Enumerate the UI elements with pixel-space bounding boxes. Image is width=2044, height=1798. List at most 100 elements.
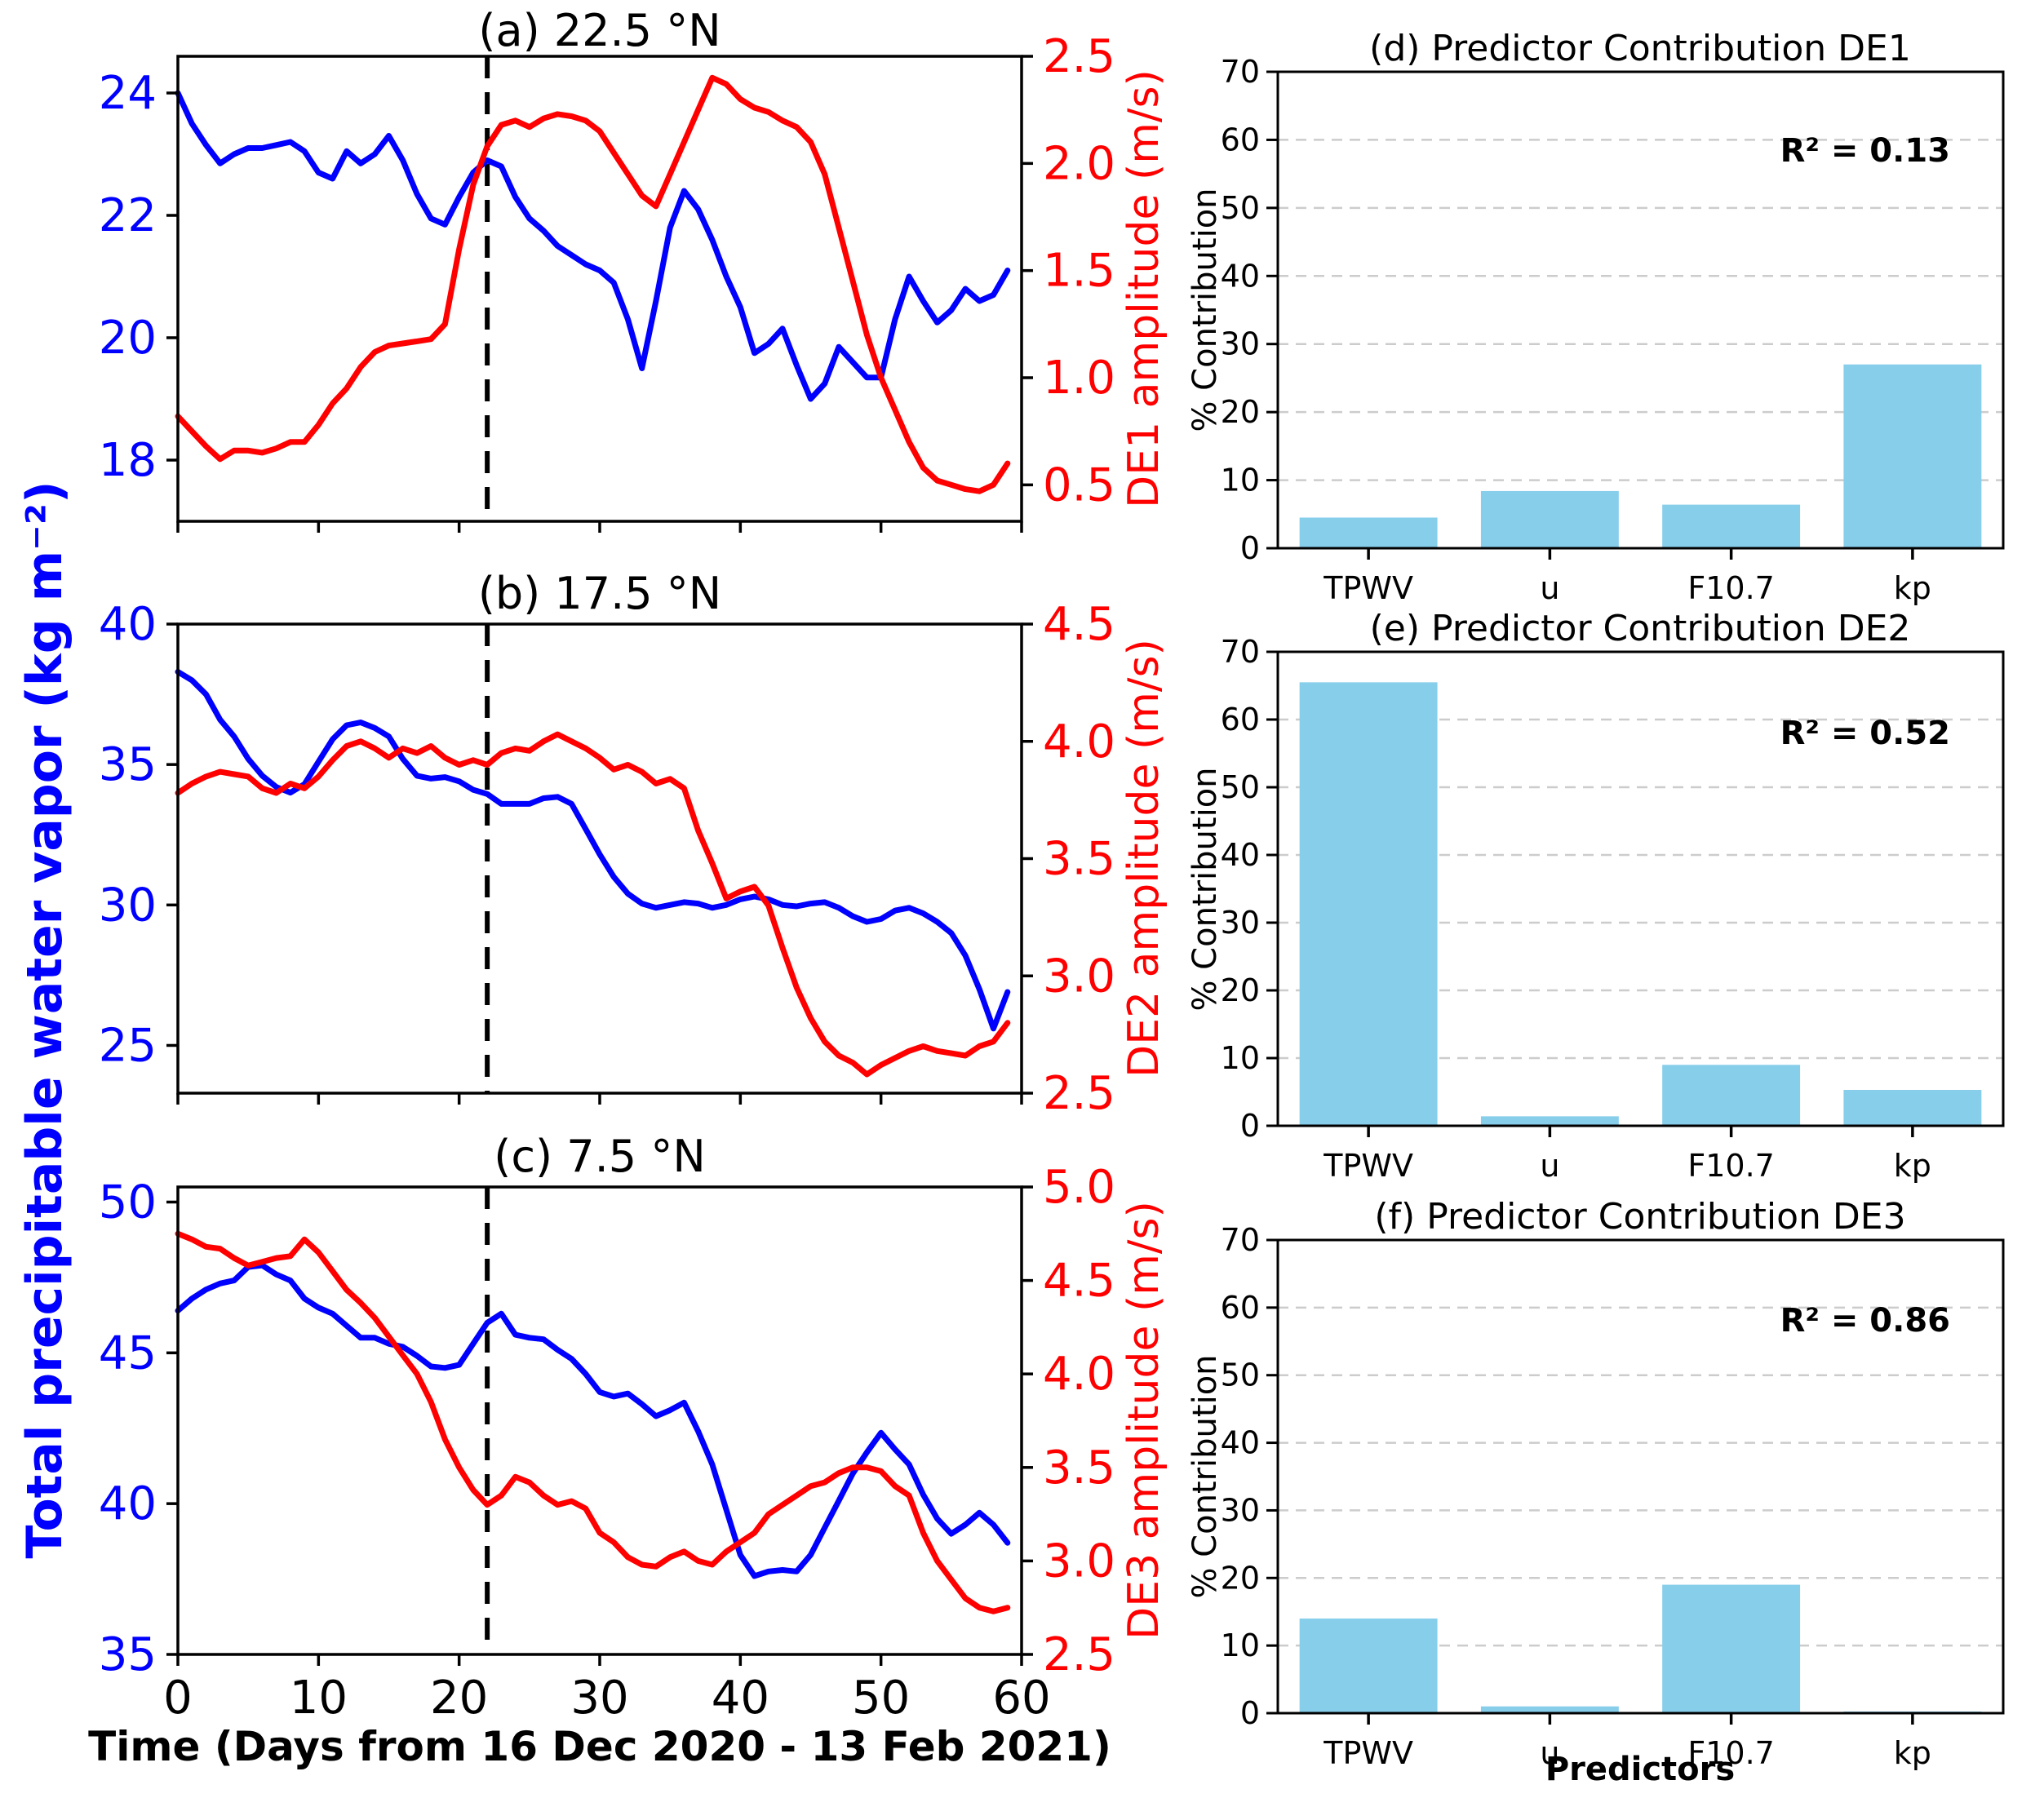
x-tick-label-c: 30 [570,1672,628,1725]
x-tick-label-c: 60 [992,1672,1050,1725]
y-tick-label-d: 60 [1221,122,1260,157]
panel-e-title: (e) Predictor Contribution DE2 [1369,608,1911,649]
y-tick-label-f: 50 [1221,1357,1260,1393]
y-tick-label-d: 10 [1221,463,1260,498]
x-tick-label-c: 10 [290,1672,348,1725]
left-tick-label-a: 22 [99,189,157,242]
predictors-x-axis-label: Predictors [1545,1751,1736,1788]
left-tick-label-c: 50 [99,1176,157,1229]
y-tick-label-f: 60 [1221,1290,1260,1326]
panel-d: TPWV u F10.7 kp 0 10 20 30 40 50 60 70 [1221,54,2005,606]
blue-series-c [175,1262,1011,1579]
y-tick-label-d: 20 [1221,394,1260,430]
panel-b: 25 30 35 40 2.5 3.0 3.5 4.0 4.5 [99,598,1115,1120]
de1-axis-label: DE1 amplitude (m/s) [1120,69,1168,508]
y-tick-label-f: 20 [1221,1560,1260,1596]
bar-F10.7-e [1662,1065,1801,1126]
r2-annotation-de1: R² = 0.13 [1780,132,1950,170]
red-series-c [175,1230,1011,1614]
x-tick-label-c: 50 [852,1672,910,1725]
x-tick-label-c: 40 [712,1672,769,1725]
de2-axis-label: DE2 amplitude (m/s) [1120,639,1168,1078]
category-label-F10.7-e: F10.7 [1687,1148,1774,1184]
category-label-u-d: u [1540,570,1559,606]
panel-a-title: (a) 22.5 °N [478,5,721,56]
category-label-kp-e: kp [1894,1148,1931,1184]
bar-TPWV-d [1299,517,1438,548]
x-tick-label-c: 0 [163,1672,193,1725]
de3-axis-label: DE3 amplitude (m/s) [1120,1201,1168,1640]
bar-TPWV-e [1299,682,1438,1126]
category-label-u-f: u [1540,1735,1559,1771]
category-label-TPWV-f: TPWV [1323,1735,1413,1771]
y-tick-label-d: 0 [1240,530,1260,566]
category-label-kp-d: kp [1894,570,1931,606]
category-label-u-e: u [1540,1148,1559,1184]
y-tick-label-d: 50 [1221,190,1260,226]
right-tick-label-b: 3.0 [1043,950,1115,1003]
right-tick-label-b: 2.5 [1043,1067,1115,1120]
blue-series-a [175,90,1011,402]
right-tick-label-a: 1.5 [1043,245,1115,298]
left-tick-label-c: 35 [99,1628,157,1681]
right-tick-label-c: 2.5 [1043,1628,1115,1681]
bar-u-f [1480,1706,1619,1713]
plot-frame-a [176,55,1023,523]
right-tick-label-a: 2.5 [1043,30,1115,83]
panel-c-title: (c) 7.5 °N [494,1131,706,1182]
plot-frame-f [1276,1238,2005,1715]
y-tick-label-e: 40 [1221,837,1260,873]
left-tick-label-a: 18 [99,434,157,487]
panel-f-title: (f) Predictor Contribution DE3 [1374,1196,1906,1238]
y-tick-label-e: 0 [1240,1108,1260,1144]
y-tick-label-f: 0 [1240,1695,1260,1731]
right-tick-label-c: 4.5 [1043,1255,1115,1308]
right-tick-label-b: 4.0 [1043,715,1115,768]
right-tick-label-a: 1.0 [1043,352,1115,405]
right-tick-label-c: 3.0 [1043,1534,1115,1588]
pct-contribution-label-e: % Contribution [1186,767,1224,1012]
category-label-F10.7-f: F10.7 [1687,1735,1774,1771]
bar-F10.7-f [1662,1584,1801,1713]
panel-e: TPWV u F10.7 kp 0 10 20 30 40 50 60 70 [1221,634,2005,1184]
blue-series-b [175,669,1011,1032]
y-tick-label-e: 30 [1221,905,1260,941]
y-tick-label-f: 30 [1221,1492,1260,1528]
y-tick-label-e: 10 [1221,1040,1260,1076]
y-tick-label-d: 30 [1221,326,1260,362]
left-tick-label-a: 24 [99,67,157,120]
y-tick-label-d: 70 [1221,54,1260,90]
left-tick-label-c: 45 [99,1326,157,1380]
category-label-TPWV-e: TPWV [1323,1148,1413,1184]
panel-b-title: (b) 17.5 °N [477,568,722,619]
y-tick-label-f: 10 [1221,1628,1260,1663]
category-label-F10.7-d: F10.7 [1687,570,1774,606]
r2-annotation-de3: R² = 0.86 [1780,1302,1950,1340]
y-tick-label-e: 60 [1221,702,1260,737]
bar-u-e [1480,1116,1619,1126]
red-series-a [175,74,1011,494]
panel-f: TPWV u F10.7 kp 0 10 20 30 40 50 60 70 [1221,1222,2005,1771]
pct-contribution-label-f: % Contribution [1186,1354,1224,1599]
right-tick-label-c: 4.0 [1043,1348,1115,1401]
right-tick-label-a: 2.0 [1043,137,1115,190]
category-label-TPWV-d: TPWV [1323,570,1413,606]
left-tick-label-a: 20 [99,312,157,365]
plot-frame-d [1276,70,2005,550]
left-tick-label-b: 40 [99,598,157,651]
y-tick-label-f: 40 [1221,1425,1260,1461]
panel-c: 35 40 45 50 2.5 3.0 3.5 4.0 4.5 5.0 0 10 20 30 40 50 60 [99,1161,1115,1725]
right-tick-label-c: 5.0 [1043,1161,1115,1214]
bar-kp-e [1843,1090,1982,1126]
left-tick-label-b: 30 [99,879,157,932]
right-tick-label-c: 3.5 [1043,1442,1115,1495]
plot-frame-e [1276,650,2005,1127]
panel-d-title: (d) Predictor Contribution DE1 [1369,28,1911,69]
left-tick-label-b: 35 [99,738,157,791]
bar-kp-d [1843,364,1982,548]
bar-TPWV-f [1299,1619,1438,1713]
right-tick-label-a: 0.5 [1043,458,1115,512]
left-tick-label-b: 25 [99,1019,157,1072]
bar-F10.7-d [1662,504,1801,548]
